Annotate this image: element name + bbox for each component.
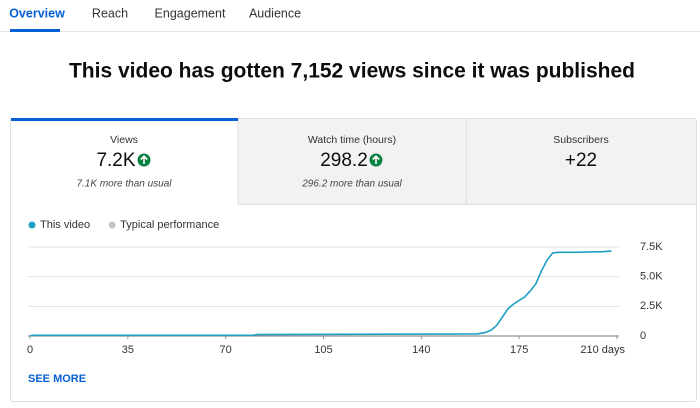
legend-dot xyxy=(28,221,36,229)
up-icon xyxy=(137,153,151,167)
tab[interactable]: Reach xyxy=(92,6,128,20)
card-label[interactable]: Views xyxy=(110,134,138,146)
card-label[interactable]: Watch time (hours) xyxy=(308,134,396,146)
tab-indicator xyxy=(10,29,60,32)
y-tick-label: 0 xyxy=(640,330,646,342)
x-tick-label: 140 xyxy=(412,344,430,356)
x-tick-label: 35 xyxy=(122,344,134,356)
card-label[interactable]: Subscribers xyxy=(553,134,608,146)
x-tick-label: 175 xyxy=(510,344,528,356)
x-tick-label: 0 xyxy=(27,344,33,356)
card-note: 7.1K more than usual xyxy=(76,179,172,190)
x-tick-label: 105 xyxy=(314,344,332,356)
tab[interactable]: Audience xyxy=(249,6,301,20)
card-value[interactable]: 7.2K xyxy=(96,150,135,171)
up-icon xyxy=(369,153,383,167)
y-tick-label: 5.0K xyxy=(640,271,663,283)
card-value[interactable]: +22 xyxy=(565,150,597,171)
see-more[interactable]: SEE MORE xyxy=(28,373,86,385)
card-value[interactable]: 298.2 xyxy=(320,150,368,171)
headline: This video has gotten 7,152 views since … xyxy=(69,60,635,83)
tab[interactable]: Overview xyxy=(9,6,65,20)
legend-dot xyxy=(108,221,116,229)
tab[interactable]: Engagement xyxy=(155,6,226,20)
series-line xyxy=(29,250,612,337)
y-tick-label: 2.5K xyxy=(640,300,663,312)
card-indicator xyxy=(11,118,238,121)
y-tick-label: 7.5K xyxy=(640,241,663,253)
x-tick-label: 70 xyxy=(220,344,232,356)
legend-label: Typical performance xyxy=(120,219,219,231)
card-note: 296.2 more than usual xyxy=(301,179,402,190)
x-tick-label: 210 days xyxy=(580,344,625,356)
legend-label: This video xyxy=(40,219,90,231)
